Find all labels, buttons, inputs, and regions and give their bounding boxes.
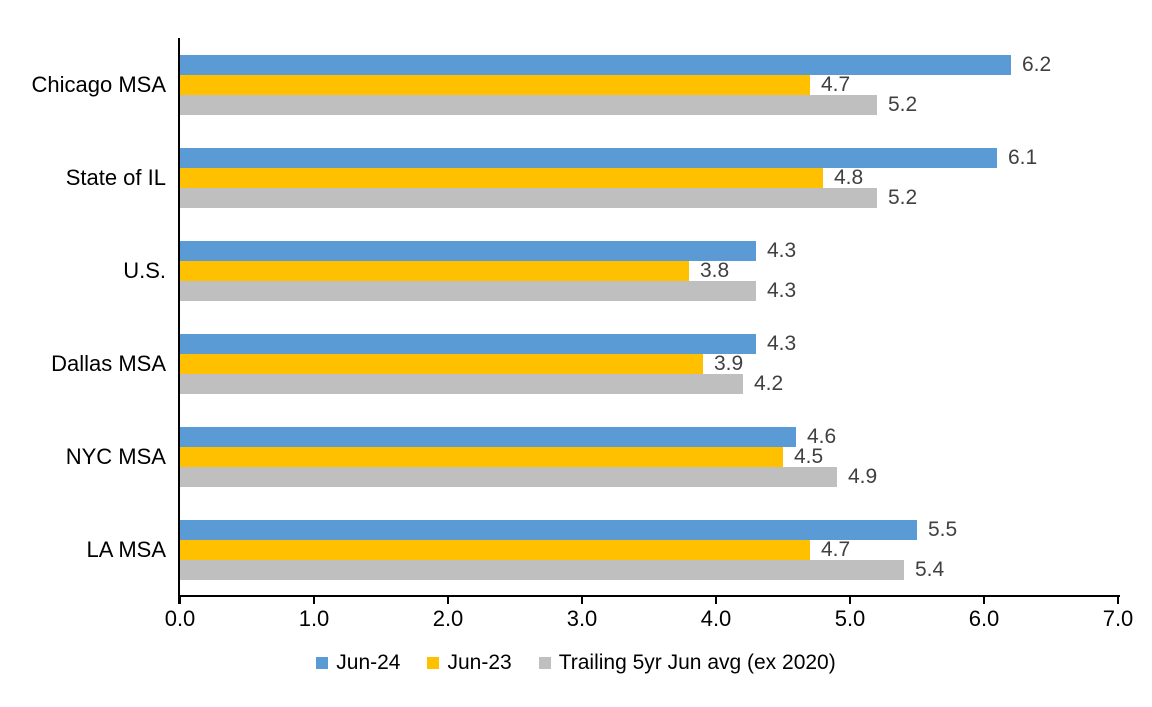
legend-swatch-trailing-avg: [538, 657, 551, 669]
x-axis-tick-label: 2.0: [432, 606, 464, 631]
x-axis-tick: [581, 597, 583, 604]
x-axis-tick-label: 5.0: [834, 606, 866, 631]
legend-item-jun-24: Jun-24: [316, 651, 400, 675]
category-label: State of IL: [65, 165, 166, 190]
bar-trailing-5yr-jun-avg-ex-2020-: [180, 281, 756, 301]
bar-value-label: 4.7: [821, 538, 851, 561]
x-axis-tick: [1117, 597, 1119, 604]
bar-jun-23: [180, 75, 810, 95]
bar-value-label: 4.3: [767, 239, 797, 262]
legend-label-jun-23: Jun-23: [447, 651, 512, 674]
bar-value-label: 6.2: [1022, 53, 1052, 76]
bar-value-label: 4.6: [807, 425, 837, 448]
bar-jun-24: [180, 148, 997, 168]
x-axis-tick: [715, 597, 717, 604]
x-axis-tick: [179, 597, 181, 604]
bar-value-label: 3.8: [700, 259, 730, 282]
category-label: Chicago MSA: [31, 72, 166, 97]
bar-jun-23: [180, 354, 703, 374]
bar-value-label: 4.3: [767, 279, 797, 302]
category-label: LA MSA: [86, 537, 166, 562]
x-axis-tick: [983, 597, 985, 604]
x-axis-tick-label: 4.0: [700, 606, 732, 631]
bar-value-label: 4.9: [848, 465, 878, 488]
bar-jun-23: [180, 168, 823, 188]
bar-trailing-5yr-jun-avg-ex-2020-: [180, 95, 877, 115]
legend-label-trailing-avg: Trailing 5yr Jun avg (ex 2020): [558, 651, 836, 674]
legend-item-jun-23: Jun-23: [427, 651, 512, 675]
x-axis-tick-label: 3.0: [566, 606, 598, 631]
x-axis-tick-label: 1.0: [298, 606, 330, 631]
bar-value-label: 4.5: [794, 445, 824, 468]
bar-value-label: 4.7: [821, 73, 851, 96]
bar-jun-24: [180, 520, 917, 540]
category-label: U.S.: [123, 258, 166, 283]
x-axis-line: [178, 595, 1120, 597]
legend: Jun-24 Jun-23 Trailing 5yr Jun avg (ex 2…: [0, 651, 1152, 675]
category-label: NYC MSA: [65, 444, 166, 469]
bar-value-label: 6.1: [1008, 146, 1038, 169]
category-label: Dallas MSA: [51, 351, 166, 376]
bar-jun-24: [180, 427, 796, 447]
bar-trailing-5yr-jun-avg-ex-2020-: [180, 374, 743, 394]
bar-value-label: 4.3: [767, 332, 797, 355]
legend-item-trailing-avg: Trailing 5yr Jun avg (ex 2020): [538, 651, 836, 675]
bar-value-label: 4.8: [834, 166, 864, 189]
bar-jun-23: [180, 447, 783, 467]
bar-trailing-5yr-jun-avg-ex-2020-: [180, 467, 837, 487]
bar-jun-24: [180, 241, 756, 261]
bar-value-label: 4.2: [754, 372, 784, 395]
bar-value-label: 5.2: [888, 186, 918, 209]
x-axis-tick: [849, 597, 851, 604]
bar-jun-23: [180, 540, 810, 560]
bar-jun-24: [180, 55, 1011, 75]
x-axis-tick-label: 7.0: [1102, 606, 1134, 631]
bar-value-label: 5.2: [888, 93, 918, 116]
legend-swatch-jun-23: [427, 657, 440, 669]
bar-value-label: 5.4: [915, 558, 945, 581]
x-axis-tick-label: 6.0: [968, 606, 1000, 631]
x-axis-tick-label: 0.0: [164, 606, 196, 631]
bar-jun-24: [180, 334, 756, 354]
bar-jun-23: [180, 261, 689, 281]
x-axis-tick: [313, 597, 315, 604]
y-axis-line: [178, 38, 180, 604]
x-axis-tick: [447, 597, 449, 604]
bar-value-label: 5.5: [928, 518, 958, 541]
bar-value-label: 3.9: [714, 352, 744, 375]
bar-trailing-5yr-jun-avg-ex-2020-: [180, 188, 877, 208]
bar-trailing-5yr-jun-avg-ex-2020-: [180, 560, 904, 580]
legend-swatch-jun-24: [316, 657, 329, 669]
legend-label-jun-24: Jun-24: [336, 651, 401, 674]
